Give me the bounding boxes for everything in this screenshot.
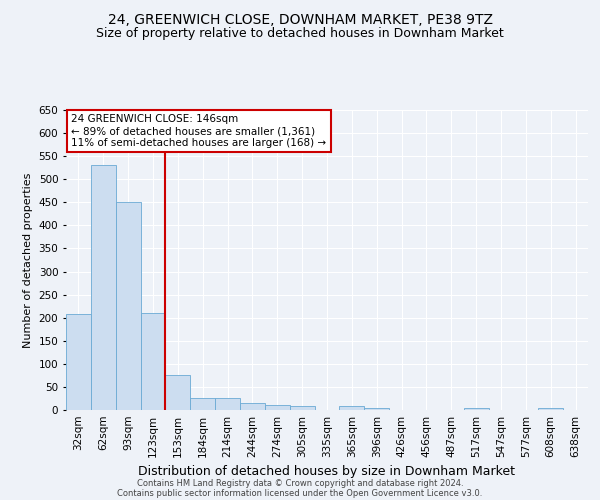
- Bar: [464, 408, 488, 410]
- Bar: [116, 202, 140, 410]
- Bar: [91, 166, 116, 410]
- Text: 24, GREENWICH CLOSE, DOWNHAM MARKET, PE38 9TZ: 24, GREENWICH CLOSE, DOWNHAM MARKET, PE3…: [107, 12, 493, 26]
- Bar: [240, 403, 265, 410]
- Bar: [190, 398, 215, 410]
- Y-axis label: Number of detached properties: Number of detached properties: [23, 172, 33, 348]
- Bar: [166, 376, 190, 410]
- Bar: [140, 313, 166, 410]
- Text: Contains public sector information licensed under the Open Government Licence v3: Contains public sector information licen…: [118, 488, 482, 498]
- Text: 24 GREENWICH CLOSE: 146sqm
← 89% of detached houses are smaller (1,361)
11% of s: 24 GREENWICH CLOSE: 146sqm ← 89% of deta…: [71, 114, 326, 148]
- X-axis label: Distribution of detached houses by size in Downham Market: Distribution of detached houses by size …: [139, 466, 515, 478]
- Bar: [340, 406, 364, 410]
- Bar: [215, 398, 240, 410]
- Text: Size of property relative to detached houses in Downham Market: Size of property relative to detached ho…: [96, 28, 504, 40]
- Bar: [364, 408, 389, 410]
- Bar: [66, 314, 91, 410]
- Bar: [290, 406, 314, 410]
- Text: Contains HM Land Registry data © Crown copyright and database right 2024.: Contains HM Land Registry data © Crown c…: [137, 478, 463, 488]
- Bar: [538, 408, 563, 410]
- Bar: [265, 405, 290, 410]
